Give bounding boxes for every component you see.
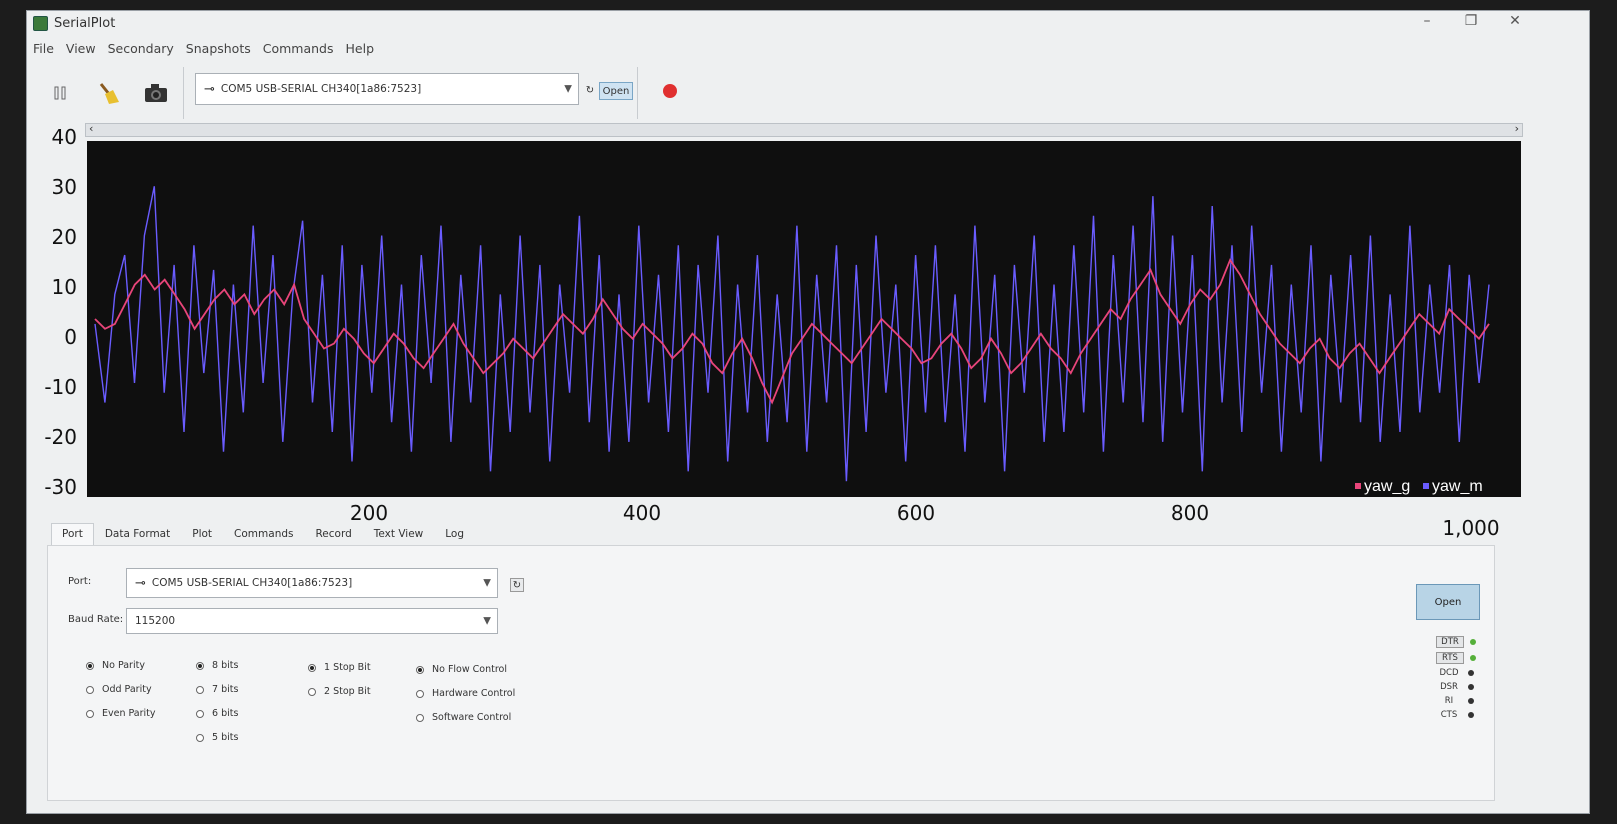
y-tick-label: 0 — [64, 325, 77, 349]
menu-file[interactable]: File — [33, 40, 54, 56]
pause-button[interactable] — [43, 77, 77, 109]
legend-label-yaw-g: yaw_g — [1364, 478, 1410, 495]
menu-commands[interactable]: Commands — [262, 40, 334, 56]
port-label: Port: — [68, 576, 92, 587]
flow-software-radio[interactable]: Software Control — [416, 712, 511, 723]
menu-snapshots[interactable]: Snapshots — [185, 40, 251, 56]
record-button[interactable] — [663, 84, 677, 98]
pin-dcd: DCD — [1436, 668, 1474, 678]
legend-label-yaw-m: yaw_m — [1432, 478, 1483, 495]
led-icon — [1470, 655, 1476, 661]
flow-hardware-radio[interactable]: Hardware Control — [416, 688, 515, 699]
app-icon — [33, 15, 48, 31]
y-tick-label: -10 — [44, 375, 77, 399]
tab-port[interactable]: Port — [51, 523, 94, 546]
stop-bits-1-radio[interactable]: 1 Stop Bit — [308, 662, 371, 673]
toolbar: ⊸ COM5 USB-SERIAL CH340[1a86:7523] ▼ ↻ O… — [27, 61, 1589, 126]
plot-area: ‹ › 40 30 20 10 0 -10 -20 -30 yaw_g yaw_… — [27, 122, 1589, 543]
baud-rate-label: Baud Rate: — [68, 614, 124, 625]
led-icon — [1468, 670, 1474, 676]
led-icon — [1468, 712, 1474, 718]
parity-none-radio[interactable]: No Parity — [86, 660, 145, 671]
refresh-ports-button[interactable]: ↻ — [585, 84, 595, 96]
plot-scrollbar[interactable]: ‹ › — [85, 122, 1523, 137]
x-tick-label: 600 — [896, 501, 936, 525]
led-icon — [1470, 639, 1476, 645]
tab-data-format[interactable]: Data Format — [104, 528, 171, 540]
y-tick-label: 10 — [51, 275, 77, 299]
maximize-button[interactable]: ❐ — [1464, 13, 1478, 29]
minimize-button[interactable]: – — [1423, 13, 1431, 29]
pin-dtr[interactable]: DTR — [1436, 636, 1476, 648]
legend-swatch-yaw-m — [1423, 483, 1429, 489]
clear-button[interactable] — [91, 77, 125, 109]
port-select[interactable]: ⊸ COM5 USB-SERIAL CH340[1a86:7523] ▼ — [126, 568, 498, 598]
x-tick-label: 400 — [622, 501, 662, 525]
refresh-port-button[interactable]: ↻ — [510, 578, 524, 592]
scroll-right-icon[interactable]: › — [1514, 122, 1519, 135]
legend-swatch-yaw-g — [1355, 483, 1361, 489]
toolbar-separator — [637, 67, 638, 119]
camera-icon — [145, 84, 167, 102]
chevron-down-icon: ▼ — [564, 83, 572, 95]
led-icon — [1468, 684, 1474, 690]
plot-background — [87, 141, 1521, 497]
menu-secondary[interactable]: Secondary — [107, 40, 174, 56]
data-bits-8-radio[interactable]: 8 bits — [196, 660, 238, 671]
scroll-left-icon[interactable]: ‹ — [89, 122, 94, 135]
chevron-down-icon: ▼ — [483, 577, 491, 589]
toolbar-port-select[interactable]: ⊸ COM5 USB-SERIAL CH340[1a86:7523] ▼ — [195, 73, 579, 105]
y-tick-label: -20 — [44, 425, 77, 449]
settings-tabs: Port Data Format Plot Commands Record Te… — [51, 523, 475, 546]
x-tick-label: 200 — [349, 501, 389, 525]
baud-rate-select[interactable]: 115200 ▼ — [126, 608, 498, 634]
data-bits-5-radio[interactable]: 5 bits — [196, 732, 238, 743]
usb-icon: ⊸ — [135, 575, 146, 591]
y-tick-label: 30 — [51, 175, 77, 199]
led-icon — [1468, 698, 1474, 704]
plot-canvas[interactable]: yaw_g yaw_m — [87, 141, 1521, 497]
snapshot-button[interactable] — [139, 77, 173, 109]
series-yaw-g-line — [94, 258, 1490, 405]
usb-icon: ⊸ — [204, 81, 215, 97]
tab-text-view[interactable]: Text View — [373, 528, 424, 540]
port-select-value: COM5 USB-SERIAL CH340[1a86:7523] — [151, 577, 353, 589]
menu-bar: File View Secondary Snapshots Commands H… — [27, 37, 380, 59]
chevron-down-icon: ▼ — [483, 615, 491, 627]
toolbar-open-button[interactable]: Open — [599, 82, 633, 100]
y-tick-label: 20 — [51, 225, 77, 249]
tab-commands[interactable]: Commands — [234, 528, 294, 540]
pause-icon — [54, 86, 66, 100]
y-tick-label: -30 — [44, 475, 77, 499]
pin-ri: RI — [1436, 696, 1474, 706]
broom-icon — [99, 83, 119, 104]
x-tick-label: 1,000 — [1442, 516, 1500, 540]
data-bits-7-radio[interactable]: 7 bits — [196, 684, 238, 695]
parity-odd-radio[interactable]: Odd Parity — [86, 684, 152, 695]
y-tick-label: 40 — [51, 125, 77, 149]
x-tick-label: 800 — [1170, 501, 1210, 525]
tab-record[interactable]: Record — [315, 528, 352, 540]
open-port-button[interactable]: Open — [1416, 584, 1480, 620]
menu-help[interactable]: Help — [345, 40, 375, 56]
toolbar-port-value: COM5 USB-SERIAL CH340[1a86:7523] — [220, 83, 422, 95]
window-title: SerialPlot — [54, 15, 116, 31]
data-bits-6-radio[interactable]: 6 bits — [196, 708, 238, 719]
menu-view[interactable]: View — [65, 40, 96, 56]
tab-plot[interactable]: Plot — [192, 528, 213, 540]
tab-log[interactable]: Log — [445, 528, 465, 540]
port-settings-panel: Port: ⊸ COM5 USB-SERIAL CH340[1a86:7523]… — [47, 545, 1495, 801]
pin-rts[interactable]: RTS — [1436, 652, 1476, 664]
flow-none-radio[interactable]: No Flow Control — [416, 664, 507, 675]
serialplot-window: SerialPlot – ❐ ✕ File View Secondary Sna… — [26, 10, 1590, 814]
pin-dsr: DSR — [1436, 682, 1474, 692]
parity-even-radio[interactable]: Even Parity — [86, 708, 156, 719]
title-bar: SerialPlot – ❐ ✕ — [27, 11, 1589, 35]
toolbar-separator — [183, 67, 184, 119]
baud-rate-value: 115200 — [135, 615, 176, 627]
stop-bits-2-radio[interactable]: 2 Stop Bit — [308, 686, 371, 697]
pin-cts: CTS — [1436, 710, 1474, 720]
close-button[interactable]: ✕ — [1509, 13, 1521, 29]
